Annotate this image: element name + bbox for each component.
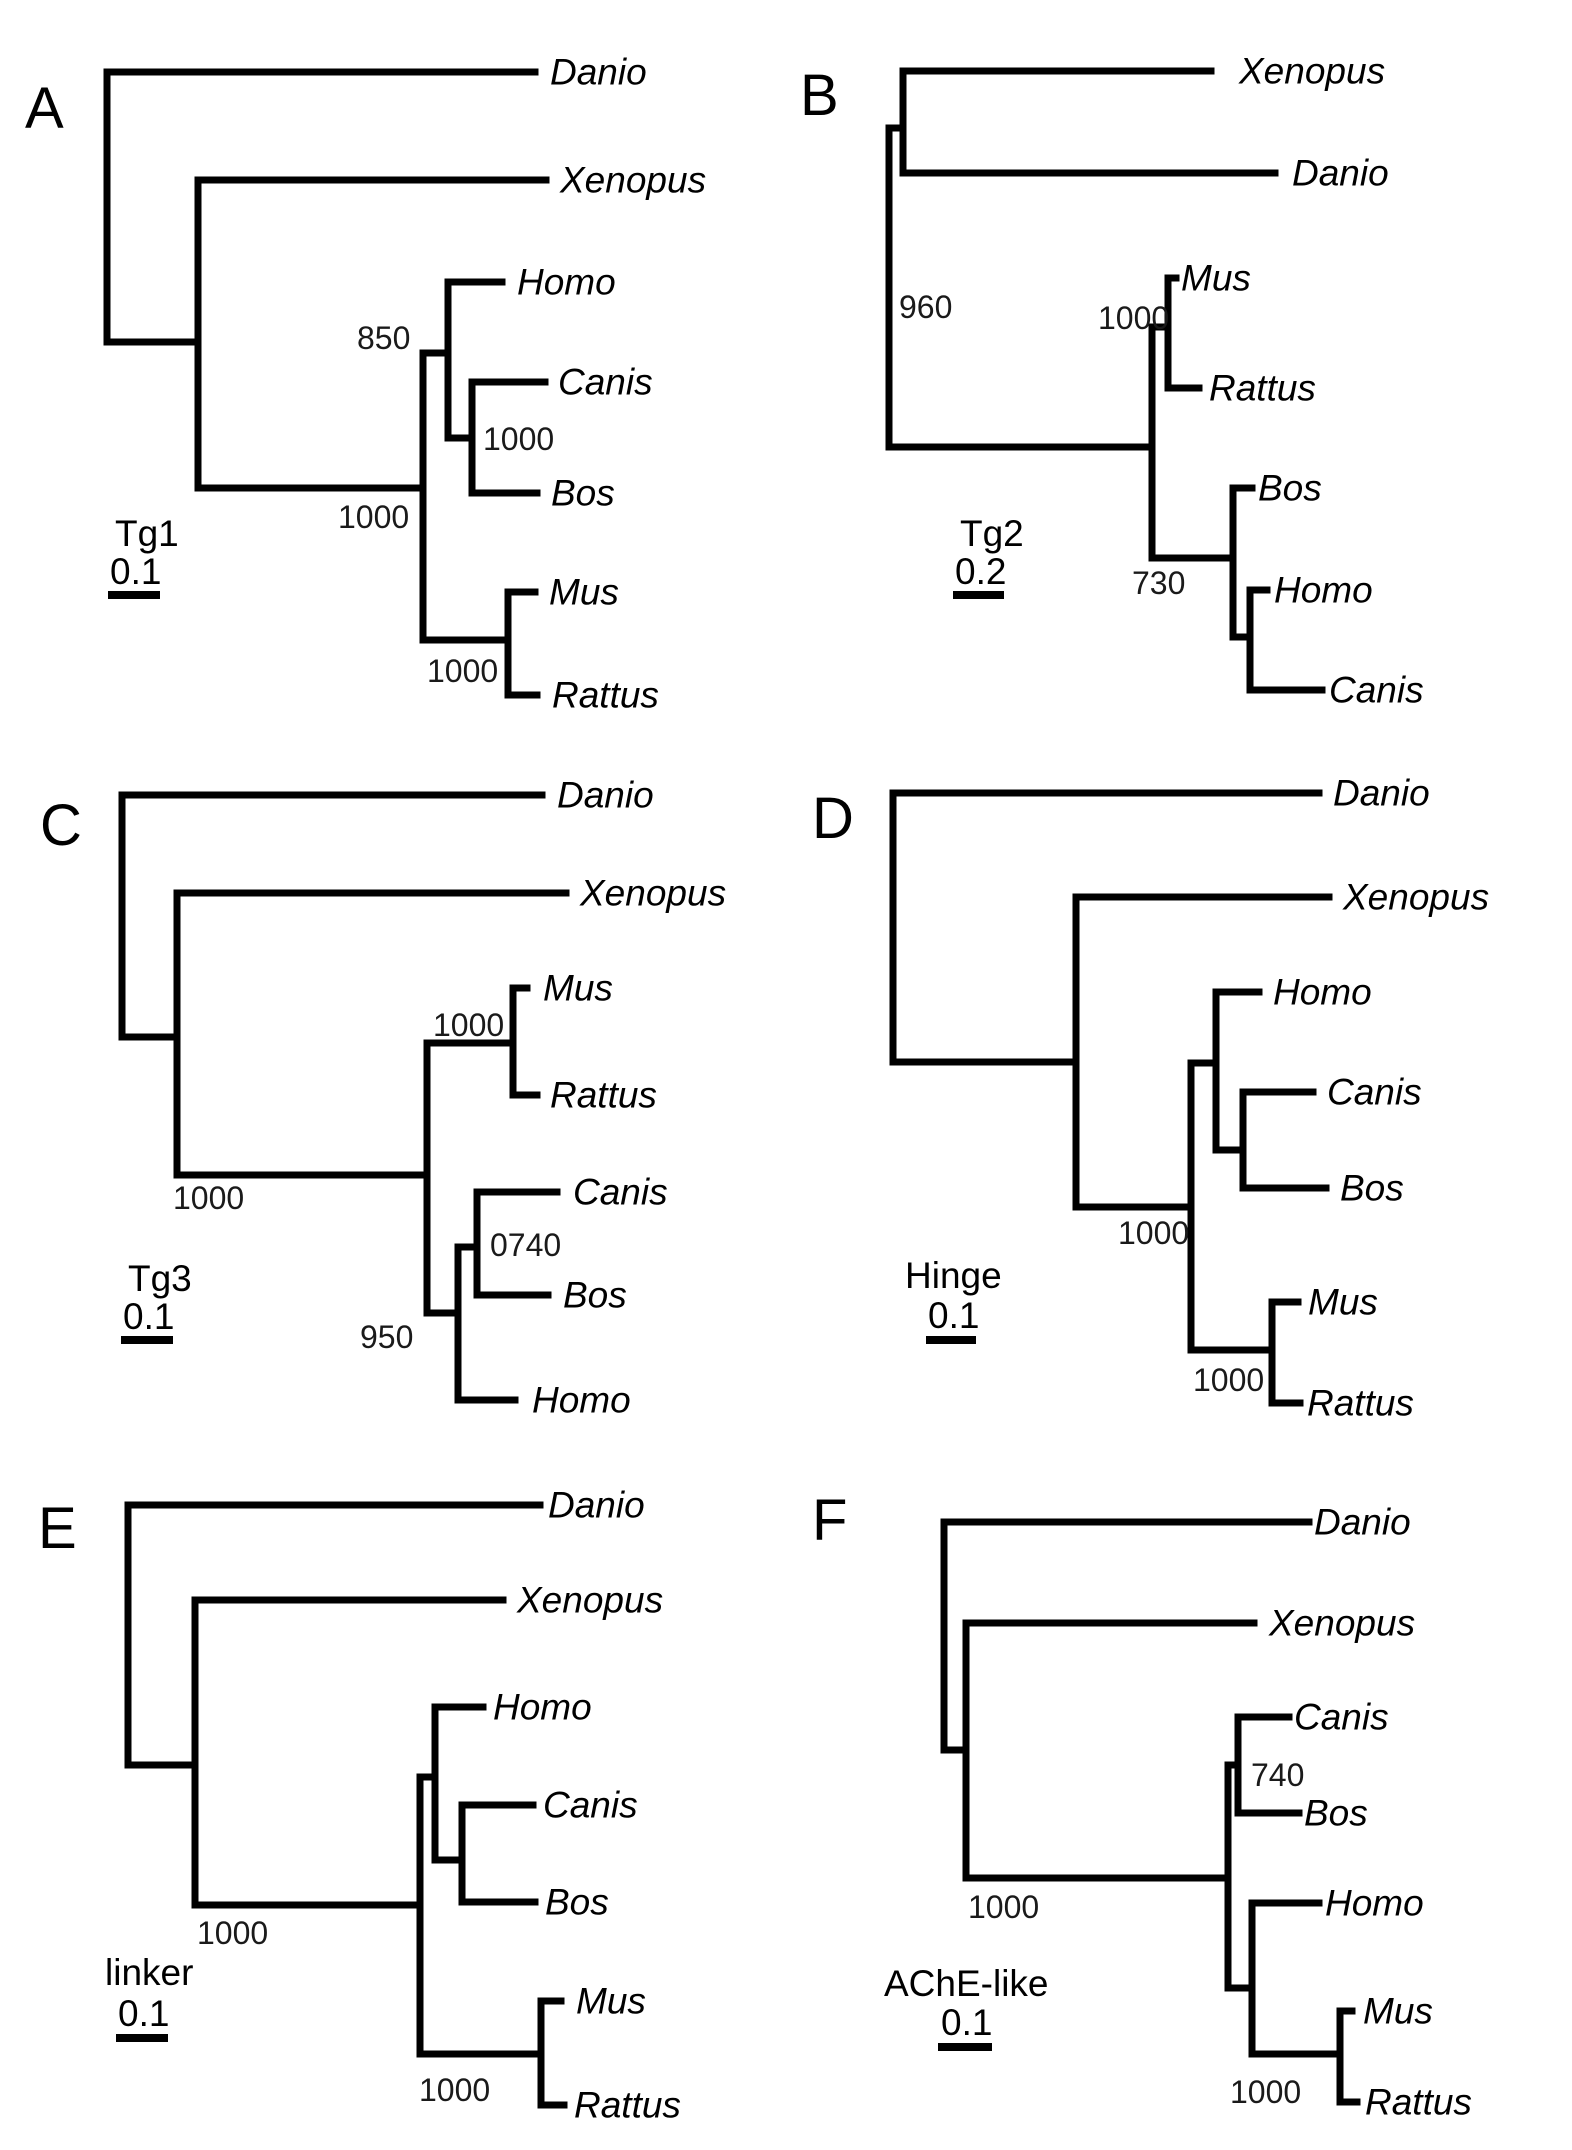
panel-B-letter: B: [800, 63, 839, 128]
panel-E-taxon-Danio: Danio: [548, 1485, 645, 1526]
panel-A-bootstrap-3: 1000: [427, 653, 498, 689]
panel-D-taxon-Mus: Mus: [1308, 1282, 1378, 1323]
panel-E-taxon-Rattus: Rattus: [574, 2085, 681, 2126]
panel-A-taxon-Rattus: Rattus: [552, 675, 659, 716]
panel-C-scale-value: 0.1: [123, 1296, 174, 1337]
panel-C-letter: C: [40, 793, 82, 858]
panel-B-bootstrap-2: 730: [1132, 565, 1185, 601]
panel-E-taxon-Mus: Mus: [576, 1981, 646, 2022]
panel-B-taxon-Canis: Canis: [1329, 670, 1424, 711]
panel-F-taxon-Mus: Mus: [1363, 1991, 1433, 2032]
panel-D-scale-value: 0.1: [928, 1295, 979, 1336]
panel-F-taxon-Canis: Canis: [1294, 1697, 1389, 1738]
panel-D-bootstrap-0: 1000: [1118, 1215, 1189, 1251]
panel-C-taxon-Danio: Danio: [557, 775, 654, 816]
panel-C-taxon-Bos: Bos: [563, 1275, 627, 1316]
panel-D-taxon-Homo: Homo: [1273, 972, 1372, 1013]
panel-F-scale-value: 0.1: [941, 2002, 992, 2043]
panel-C-taxon-Canis: Canis: [573, 1172, 668, 1213]
panel-A-taxon-Mus: Mus: [549, 572, 619, 613]
panel-E-taxon-Homo: Homo: [493, 1687, 592, 1728]
panel-B-scale-value: 0.2: [955, 551, 1006, 592]
panel-E-bootstrap-1: 1000: [419, 2072, 490, 2108]
panel-C-bootstrap-1: 1000: [173, 1180, 244, 1216]
panel-E-scale-value: 0.1: [118, 1993, 169, 2034]
panel-A-taxon-Homo: Homo: [517, 262, 616, 303]
panel-F-taxon-Homo: Homo: [1325, 1883, 1424, 1924]
panel-C-bootstrap-0: 1000: [433, 1007, 504, 1043]
panel-F-gene-label: AChE-like: [884, 1963, 1049, 2004]
panel-C-taxon-Rattus: Rattus: [550, 1075, 657, 1116]
panel-D-taxon-Xenopus: Xenopus: [1342, 877, 1489, 918]
panel-E-taxon-Bos: Bos: [545, 1882, 609, 1923]
panel-D-letter: D: [812, 786, 854, 851]
panel-E-bootstrap-0: 1000: [197, 1915, 268, 1951]
panel-C-taxon-Mus: Mus: [543, 968, 613, 1009]
panel-D-bootstrap-1: 1000: [1193, 1362, 1264, 1398]
panel-B-taxon-Danio: Danio: [1292, 153, 1389, 194]
panel-A-bootstrap-0: 850: [357, 320, 410, 356]
panel-A-scale-value: 0.1: [110, 551, 161, 592]
panel-F-taxon-Rattus: Rattus: [1365, 2082, 1472, 2123]
panel-A-taxon-Bos: Bos: [551, 473, 615, 514]
panel-C-taxon-Homo: Homo: [532, 1380, 631, 1421]
panel-F-letter: F: [812, 1488, 847, 1553]
panel-B-taxon-Rattus: Rattus: [1209, 368, 1316, 409]
panel-A-letter: A: [25, 76, 64, 141]
panel-A-gene-label: Tg1: [115, 513, 179, 554]
panel-B-taxon-Mus: Mus: [1181, 258, 1251, 299]
panel-C-bootstrap-2: 0740: [490, 1227, 561, 1263]
panel-B-taxon-Xenopus: Xenopus: [1238, 51, 1385, 92]
panel-C-taxon-Xenopus: Xenopus: [579, 873, 726, 914]
panel-A-bootstrap-2: 1000: [483, 421, 554, 457]
panel-B-bootstrap-1: 1000: [1098, 300, 1169, 336]
panel-D-taxon-Bos: Bos: [1340, 1168, 1404, 1209]
panel-B-taxon-Homo: Homo: [1274, 570, 1373, 611]
panel-E-letter: E: [38, 1496, 77, 1561]
panel-B-gene-label: Tg2: [960, 513, 1024, 554]
panel-D-taxon-Danio: Danio: [1333, 773, 1430, 814]
panel-F-bootstrap-0: 1000: [968, 1889, 1039, 1925]
panel-C-gene-label: Tg3: [128, 1258, 192, 1299]
panel-D-taxon-Rattus: Rattus: [1307, 1383, 1414, 1424]
panel-F-bootstrap-1: 740: [1251, 1757, 1304, 1793]
panel-A-taxon-Xenopus: Xenopus: [559, 160, 706, 201]
panel-D-taxon-Canis: Canis: [1327, 1072, 1422, 1113]
panel-D-gene-label: Hinge: [905, 1255, 1002, 1296]
panel-E-taxon-Canis: Canis: [543, 1785, 638, 1826]
panel-F-taxon-Xenopus: Xenopus: [1268, 1603, 1415, 1644]
panel-E-taxon-Xenopus: Xenopus: [516, 1580, 663, 1621]
panel-E-gene-label: linker: [105, 1952, 193, 1993]
panel-A-taxon-Canis: Canis: [558, 362, 653, 403]
panel-F-taxon-Danio: Danio: [1314, 1502, 1411, 1543]
panel-B-taxon-Bos: Bos: [1258, 468, 1322, 509]
panel-A-bootstrap-1: 1000: [338, 499, 409, 535]
panel-C-bootstrap-3: 950: [360, 1319, 413, 1355]
panel-B-bootstrap-0: 960: [899, 289, 952, 325]
panel-A-taxon-Danio: Danio: [550, 52, 647, 93]
panel-F-bootstrap-2: 1000: [1230, 2074, 1301, 2110]
panel-F-taxon-Bos: Bos: [1304, 1793, 1368, 1834]
